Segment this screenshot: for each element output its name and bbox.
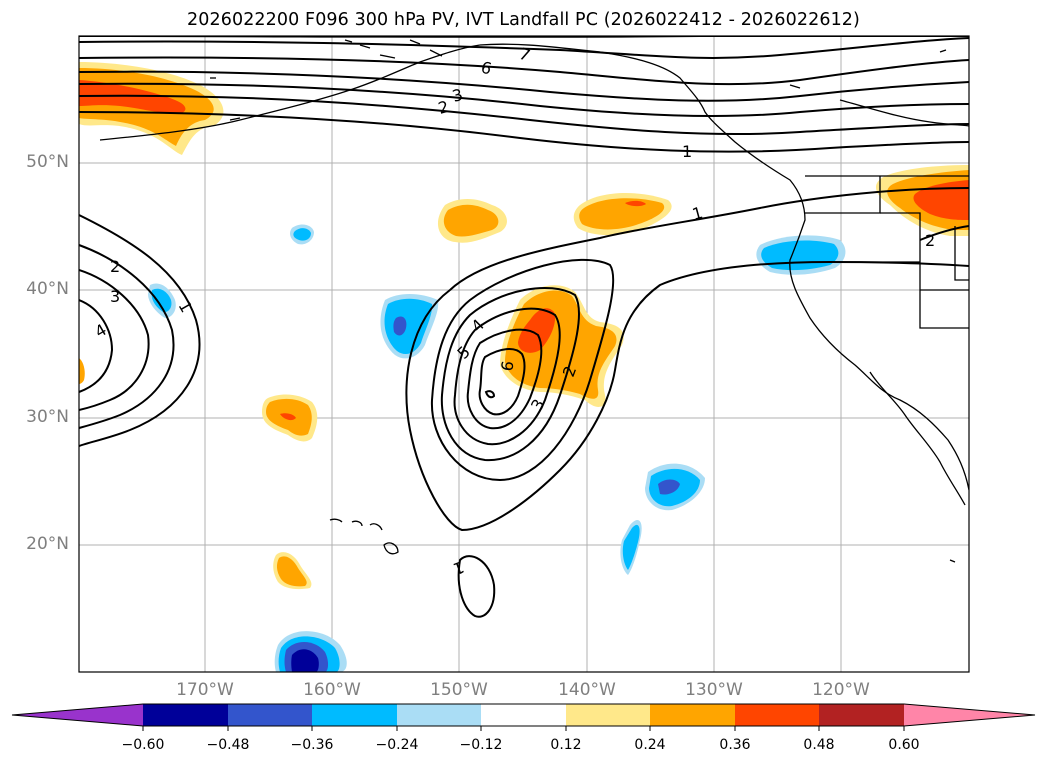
colorbar-tick-label: 0.24: [634, 737, 666, 753]
lat-label-30n: 30°N: [26, 407, 69, 427]
colorbar-tick-label: −0.12: [459, 737, 503, 753]
anomaly-neg-blob-coast: [756, 235, 846, 275]
colorbar-tick-label: −0.36: [290, 737, 334, 753]
colorbar-extend-low: [12, 704, 143, 726]
colorbar-swatch: [397, 704, 481, 726]
contour-label: 2: [925, 231, 935, 250]
coastlines: [99, 39, 969, 563]
anomaly-blob-west-edge: [79, 358, 85, 384]
map-frame: [78, 35, 970, 673]
colorbar-swatch: [312, 704, 397, 726]
colorbar-tick-label: −0.24: [375, 737, 419, 753]
colorbar-swatch: [735, 704, 819, 726]
anomaly-blob-central-north: [437, 198, 507, 243]
colorbar-swatch: [819, 704, 904, 726]
contour-label: 3: [110, 287, 120, 306]
colorbar-tick-label: 0.48: [803, 737, 835, 753]
colorbar-swatch: [481, 704, 566, 726]
anomaly-neg-blob-central: [380, 294, 439, 359]
gridlines: [79, 36, 969, 672]
lon-label-140w: 140°W: [558, 680, 616, 700]
contour-label: 1: [690, 203, 705, 224]
contour-label: 6: [479, 58, 494, 79]
lon-label-160w: 160°W: [303, 680, 361, 700]
figure-title: 2026022200 F096 300 hPa PV, IVT Landfall…: [187, 10, 860, 30]
anomaly-blob-central: [500, 285, 624, 407]
ivt-anomaly-fields: [79, 62, 969, 672]
contour-label: 3: [450, 85, 465, 106]
colorbar-extend-high: [904, 704, 1035, 726]
contour-label: 2: [110, 257, 120, 276]
colorbar-tick-label: −0.60: [121, 737, 165, 753]
lon-label-120w: 120°W: [812, 680, 870, 700]
anomaly-blob-northeast: [875, 165, 969, 236]
lon-label-150w: 150°W: [430, 680, 488, 700]
contour-label: 6: [497, 359, 517, 372]
lat-label-20n: 20°N: [26, 534, 69, 554]
lat-label-40n: 40°N: [26, 279, 69, 299]
anomaly-blob-west-subtropic: [262, 394, 318, 442]
anomaly-neg-blob-south: [274, 631, 347, 672]
colorbar-swatch: [228, 704, 312, 726]
colorbar-swatch: [650, 704, 735, 726]
anomaly-neg-blob-west: [148, 283, 176, 318]
anomaly-blob-south: [273, 552, 312, 590]
lon-label-130w: 130°W: [685, 680, 743, 700]
colorbar-tick-label: 0.60: [888, 737, 920, 753]
anomaly-neg-blob-small: [290, 224, 314, 245]
anomaly-blob-northwest: [79, 62, 224, 155]
colorbar: [11, 703, 1036, 731]
colorbar-tick-label: 0.12: [550, 737, 582, 753]
lat-label-50n: 50°N: [26, 152, 69, 172]
anomaly-neg-blob-southeast: [620, 463, 705, 575]
colorbar-swatch: [566, 704, 650, 726]
contour-label: 1: [682, 142, 692, 161]
anomaly-blob-gulf: [573, 193, 672, 236]
colorbar-tick-label: −0.48: [206, 737, 250, 753]
colorbar-tick-label: 0.36: [719, 737, 751, 753]
lon-label-170w: 170°W: [176, 680, 234, 700]
contour-label: 2: [436, 97, 451, 118]
colorbar-swatch: [143, 704, 228, 726]
